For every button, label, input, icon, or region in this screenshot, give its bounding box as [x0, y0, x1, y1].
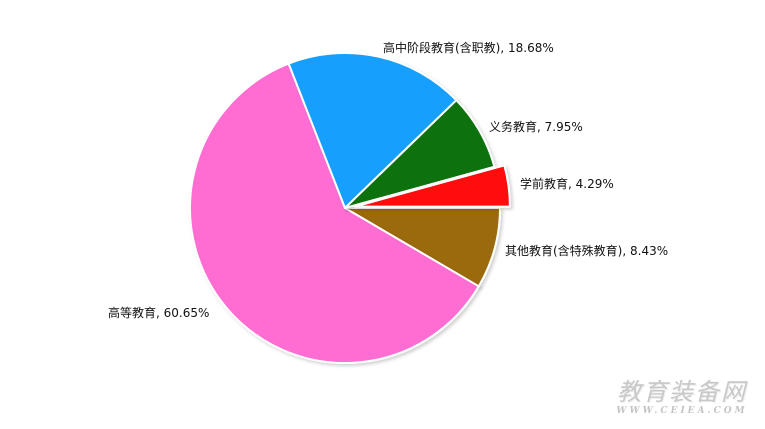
watermark-chinese: 教育装备网 [617, 378, 747, 406]
watermark-url: WWW.CEIEA.COM [616, 406, 748, 416]
slice-label-4: 学前教育, 4.29% [520, 176, 614, 191]
slice-label-1: 高等教育, 60.65% [108, 305, 209, 320]
watermark-logo: 教育装备网 WWW.CEIEA.COM [612, 378, 752, 416]
slice-label-0: 其他教育(含特殊教育), 8.43% [505, 243, 668, 258]
slice-label-2: 高中阶段教育(含职教), 18.68% [383, 40, 554, 55]
slice-label-3: 义务教育, 7.95% [489, 119, 583, 134]
pie-slice-3[interactable] [344, 99, 496, 209]
pie-slice-4[interactable] [353, 164, 511, 208]
pie-slice-2[interactable] [287, 52, 458, 209]
pie-slice-1[interactable] [189, 62, 480, 364]
